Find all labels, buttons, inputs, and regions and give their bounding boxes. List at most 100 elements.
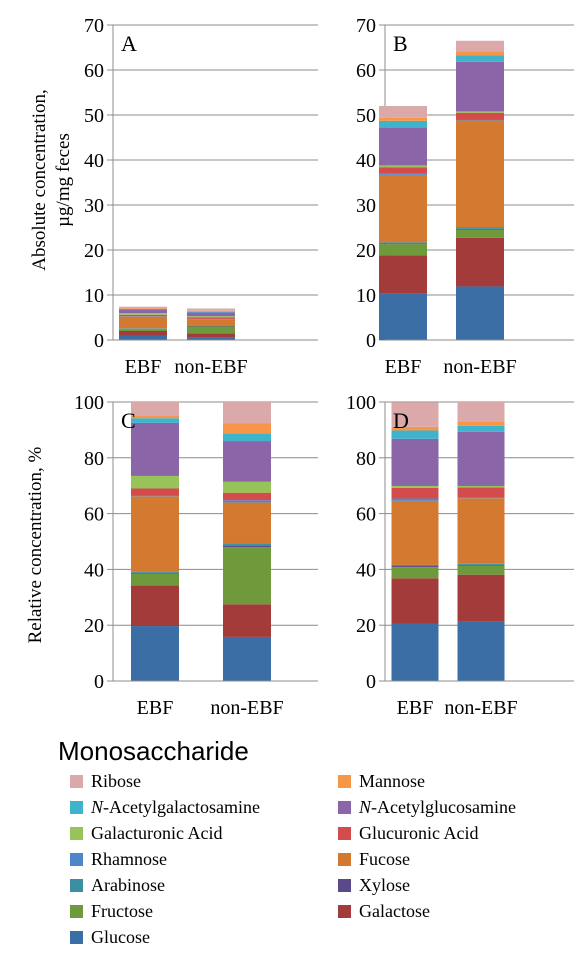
legend-swatch: [338, 774, 351, 788]
legend-swatch: [70, 930, 83, 944]
bar-segment-glucuronic-acid: [223, 492, 271, 501]
bar-segment-rhamnose: [379, 173, 427, 175]
y-tick-label: 60: [84, 60, 104, 82]
bar-segment-n-acetylglucosamine: [119, 309, 167, 313]
bar-segment-galactose: [379, 255, 427, 294]
bar-segment-glucose: [391, 623, 439, 681]
legend-swatch: [70, 826, 83, 840]
bar-segment-galacturonic-acid: [131, 475, 179, 489]
panel-letter: A: [121, 31, 137, 56]
x-tick-label: EBF: [125, 356, 162, 378]
y-tick-label: 40: [84, 559, 104, 581]
bar-segment-fructose: [187, 326, 235, 334]
y-tick-label: 10: [84, 285, 104, 307]
bar-segment-ribose: [457, 402, 505, 422]
bar-segment-glucuronic-acid: [187, 317, 235, 319]
bar-segment-galacturonic-acid: [391, 485, 439, 488]
panel-letter: D: [393, 408, 409, 433]
bar-segment-rhamnose: [131, 495, 179, 497]
bar-segment-glucose: [457, 621, 505, 681]
y-tick-label: 30: [356, 195, 376, 217]
bar-segment-galactose: [391, 578, 439, 624]
legend-label: Galactose: [359, 900, 430, 921]
bar-segment-mannose: [457, 421, 505, 426]
legend-swatch: [338, 852, 351, 866]
bar-segment-galacturonic-acid: [456, 111, 504, 113]
bar-segment-fructose: [391, 567, 439, 579]
bar-segment-ribose: [391, 402, 439, 427]
y-axis-label-absolute: Absolute concentration, µg/mg feces: [28, 89, 76, 271]
legend-label: Glucuronic Acid: [359, 822, 479, 843]
legend-label: Fucose: [359, 848, 410, 869]
panel-letter: C: [121, 408, 136, 433]
bar-segment-fructose: [131, 573, 179, 586]
bar-segment-n-acetylglucosamine: [456, 61, 504, 112]
bar-segment-fucose: [379, 174, 427, 243]
legend-item: Glucuronic Acid: [338, 822, 478, 844]
legend-label: -Acetylgalactosamine: [103, 796, 260, 817]
y-tick-label: 0: [94, 671, 104, 693]
bar-segment-arabinose: [379, 242, 427, 244]
legend-item: Fructose: [70, 900, 153, 922]
bar-segment-n-acetylgalactosamine: [391, 430, 439, 439]
legend-item: Glucose: [70, 926, 150, 948]
y-tick-label: 10: [356, 285, 376, 307]
legend-item: Rhamnose: [70, 848, 167, 870]
legend-item: Arabinose: [70, 874, 165, 896]
legend-label: Rhamnose: [91, 848, 167, 869]
bar-segment-fucose: [187, 319, 235, 326]
bar-segment-fucose: [119, 316, 167, 329]
bar-segment-ribose: [456, 40, 504, 52]
legend-swatch: [70, 774, 83, 788]
bar-segment-glucuronic-acid: [379, 167, 427, 174]
bar-segment-arabinose: [131, 571, 179, 573]
bar-segment-rhamnose: [391, 498, 439, 501]
bar-segment-arabinose: [456, 227, 504, 229]
bar-segment-fructose: [223, 547, 271, 605]
bar-segment-n-acetylgalactosamine: [131, 418, 179, 423]
bar-segment-fucose: [391, 500, 439, 565]
bar-segment-rhamnose: [223, 500, 271, 503]
bar-segment-ribose: [379, 106, 427, 118]
bar-segment-n-acetylglucosamine: [187, 312, 235, 317]
y-tick-label: 60: [84, 504, 104, 526]
legend-item: N -Acetylgalactosamine: [70, 796, 260, 818]
bar-segment-galacturonic-acid: [223, 481, 271, 493]
bar-segment-galacturonic-acid: [379, 165, 427, 168]
x-tick-label: non-EBF: [444, 697, 517, 719]
legend-label: Glucose: [91, 926, 150, 947]
legend-label-prefix: N: [359, 796, 372, 817]
bar-segment-xylose: [379, 243, 427, 245]
bar-segment-mannose: [223, 423, 271, 434]
legend-swatch: [70, 878, 83, 892]
bar-segment-xylose: [223, 545, 271, 548]
bar-segment-arabinose: [391, 564, 439, 567]
bar-segment-rhamnose: [457, 497, 505, 499]
legend-label: Fructose: [91, 900, 153, 921]
bar-segment-fucose: [223, 502, 271, 544]
y-tick-label: 20: [84, 615, 104, 637]
legend-label: Ribose: [91, 770, 142, 791]
y-tick-label: 0: [366, 671, 376, 693]
bar-segment-fucose: [457, 498, 505, 564]
legend-swatch: [338, 878, 351, 892]
x-tick-label: EBF: [397, 697, 434, 719]
bar-segment-glucuronic-acid: [456, 112, 504, 120]
bar-segment-n-acetylgalactosamine: [456, 55, 504, 62]
bar-segment-n-acetylglucosamine: [131, 422, 179, 476]
bar-segment-fucose: [131, 496, 179, 572]
legend-label: Mannose: [359, 770, 425, 791]
bar-segment-n-acetylglucosamine: [379, 127, 427, 166]
legend-swatch: [70, 800, 83, 814]
y-tick-label: 20: [356, 240, 376, 262]
bar-segment-mannose: [131, 415, 179, 419]
y-tick-label: 100: [346, 392, 376, 414]
y-axis-label-relative: Relative concentration, %: [25, 446, 46, 644]
bar-segment-fructose: [456, 229, 504, 238]
legend-swatch: [338, 904, 351, 918]
bar-segment-galactose: [456, 237, 504, 287]
bar-segment-n-acetylglucosamine: [223, 441, 271, 482]
legend-item: Galacturonic Acid: [70, 822, 222, 844]
panel-letter: B: [393, 31, 408, 56]
